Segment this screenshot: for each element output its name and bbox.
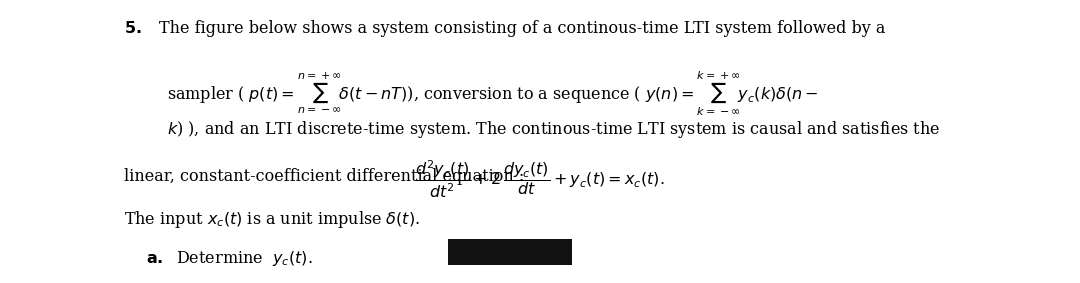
Text: $k$) ), and an LTI discrete-time system. The continous-time LTI system is causal: $k$) ), and an LTI discrete-time system.… xyxy=(167,119,941,140)
Text: sampler ( $p(t) = \sum_{n=-\infty}^{n=+\infty}\!\delta(t - nT)$), conversion to : sampler ( $p(t) = \sum_{n=-\infty}^{n=+\… xyxy=(167,69,819,118)
Text: The figure below shows a system consisting of a continous-time LTI system follow: The figure below shows a system consisti… xyxy=(159,20,886,37)
Text: $\mathbf{a.}$  Determine  $y_c(t)$.: $\mathbf{a.}$ Determine $y_c(t)$. xyxy=(146,249,312,268)
Text: The input $x_c(t)$ is a unit impulse $\delta(t)$.: The input $x_c(t)$ is a unit impulse $\d… xyxy=(124,209,420,230)
Text: linear, constant-coefficient differential equation :: linear, constant-coefficient differentia… xyxy=(124,168,525,185)
Text: $\dfrac{d^2 y_c(t)}{dt^2} + 2\,\dfrac{dy_c(t)}{dt} + y_c(t) = x_c(t).$: $\dfrac{d^2 y_c(t)}{dt^2} + 2\,\dfrac{dy… xyxy=(416,158,664,200)
Bar xyxy=(448,239,572,265)
Text: $\mathbf{5.}$: $\mathbf{5.}$ xyxy=(124,20,141,37)
